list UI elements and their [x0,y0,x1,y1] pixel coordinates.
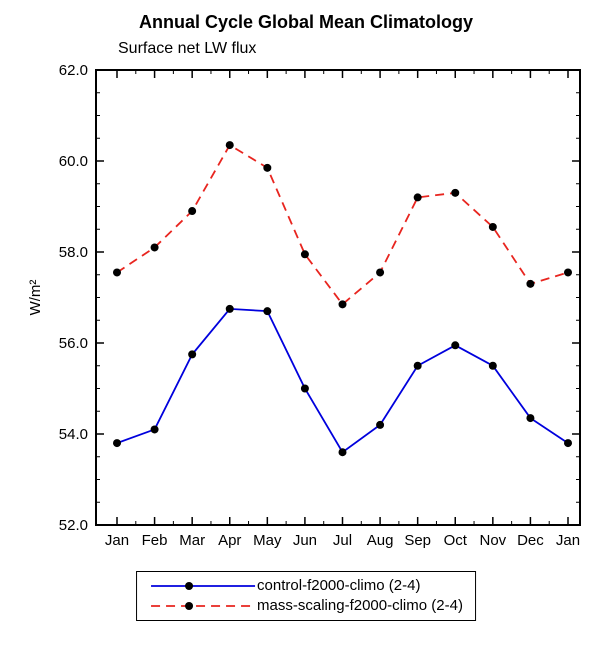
svg-text:Apr: Apr [218,532,241,549]
svg-text:62.0: 62.0 [59,62,88,79]
legend-label-control: control-f2000-climo (2-4) [257,577,421,594]
legend: control-f2000-climo (2-4) mass-scaling-f… [136,571,476,621]
legend-line-sample-control [151,581,256,590]
chart-subtitle: Surface net LW flux [118,40,257,57]
legend-item-control: control-f2000-climo (2-4) [149,577,463,594]
svg-text:Oct: Oct [444,532,468,549]
legend-line-sample-mass-scaling [151,601,256,610]
svg-text:58.0: 58.0 [59,244,88,261]
legend-item-mass-scaling: mass-scaling-f2000-climo (2-4) [149,597,463,614]
svg-text:Dec: Dec [517,532,544,549]
svg-text:Feb: Feb [142,532,168,549]
svg-text:54.0: 54.0 [59,426,88,443]
svg-text:Sep: Sep [404,532,431,549]
svg-text:May: May [253,532,282,549]
svg-text:Mar: Mar [179,532,205,549]
legend-label-mass-scaling: mass-scaling-f2000-climo (2-4) [257,597,463,614]
svg-text:Jul: Jul [333,532,352,549]
svg-text:Jun: Jun [293,532,317,549]
svg-text:52.0: 52.0 [59,517,88,534]
svg-text:56.0: 56.0 [59,335,88,352]
svg-text:Jan: Jan [556,532,580,549]
chart-title: Annual Cycle Global Mean Climatology [138,12,474,32]
svg-text:Jan: Jan [105,532,129,549]
svg-text:W/m²: W/m² [27,280,44,316]
svg-text:Nov: Nov [479,532,506,549]
svg-text:60.0: 60.0 [59,153,88,170]
svg-text:Aug: Aug [367,532,394,549]
